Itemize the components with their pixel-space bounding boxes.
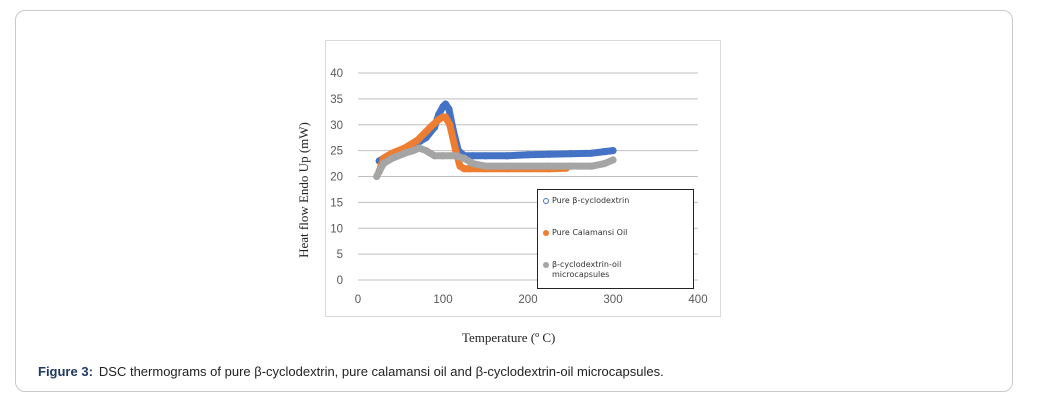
data-point-2 xyxy=(409,147,417,155)
data-point-0 xyxy=(503,152,511,160)
x-tick-label: 300 xyxy=(603,294,622,306)
data-point-0 xyxy=(545,150,553,158)
data-point-0 xyxy=(566,150,575,158)
data-point-2 xyxy=(388,154,396,162)
x-tick-label: 0 xyxy=(355,294,361,306)
y-tick-label: 40 xyxy=(330,68,343,80)
legend-label-beta-cyclodextrin: Pure β-cyclodextrin xyxy=(552,196,630,205)
y-axis-label: Heat flow Endo Up (mW) xyxy=(296,122,311,258)
data-point-2 xyxy=(439,152,447,160)
data-point-0 xyxy=(524,151,532,159)
data-point-1 xyxy=(446,121,454,129)
legend-item-beta-cyclodextrin: Pure β-cyclodextrin xyxy=(543,196,629,206)
x-tick-label: 100 xyxy=(433,294,452,306)
data-point-2 xyxy=(600,159,609,168)
y-tick-label: 10 xyxy=(330,223,343,235)
data-point-0 xyxy=(588,149,596,157)
data-point-0 xyxy=(609,147,617,155)
data-point-2 xyxy=(566,162,575,170)
y-tick-label: 5 xyxy=(337,249,343,261)
data-point-2 xyxy=(481,162,490,170)
x-axis-label: Temperature (º C) xyxy=(462,330,556,345)
data-point-2 xyxy=(503,162,511,170)
data-point-1 xyxy=(441,113,450,121)
x-tick-label: 200 xyxy=(518,294,537,306)
data-point-2 xyxy=(524,162,532,170)
data-point-2 xyxy=(452,152,460,160)
legend-label-calamansi-oil: Pure Calamansi Oil xyxy=(552,228,628,237)
y-tick-label: 30 xyxy=(330,120,343,132)
y-tick-label: 35 xyxy=(330,94,343,106)
data-point-2 xyxy=(422,147,430,155)
data-point-2 xyxy=(545,162,553,170)
data-point-1 xyxy=(413,136,422,144)
y-tick-label: 25 xyxy=(330,146,343,158)
data-point-0 xyxy=(600,148,609,156)
data-point-2 xyxy=(375,167,383,175)
y-tick-label: 15 xyxy=(330,197,343,209)
y-tick-label: 20 xyxy=(330,172,343,184)
data-point-0 xyxy=(481,152,490,160)
data-point-2 xyxy=(415,144,423,152)
legend-item-calamansi-oil: Pure Calamansi Oil xyxy=(543,228,627,238)
data-point-1 xyxy=(464,165,473,173)
data-point-2 xyxy=(460,154,468,162)
figure-frame xyxy=(15,10,1013,392)
data-point-2 xyxy=(609,156,617,164)
series-group xyxy=(373,100,617,181)
data-point-2 xyxy=(401,149,409,157)
data-point-0 xyxy=(445,105,453,113)
legend-marker-beta-cyclodextrin xyxy=(543,198,549,204)
data-point-2 xyxy=(430,152,439,160)
x-tick-labels: 0 100 200 300 400 xyxy=(355,294,708,306)
data-point-1 xyxy=(426,123,434,131)
legend-marker-calamansi-oil xyxy=(543,230,549,236)
x-tick-label: 400 xyxy=(688,294,707,306)
legend-label-microcapsules: β-cyclodextrin-oil microcapsules xyxy=(552,260,622,279)
legend: Pure β-cyclodextrin Pure Calamansi Oil β… xyxy=(537,189,694,289)
legend-marker-microcapsules xyxy=(543,262,549,268)
caption-text: DSC thermograms of pure β-cyclodextrin, … xyxy=(98,364,664,379)
figure-caption: Figure 3: DSC thermograms of pure β-cyclo… xyxy=(38,364,664,379)
data-point-2 xyxy=(469,159,477,168)
y-tick-labels: 0 5 10 15 20 25 30 35 40 xyxy=(330,68,343,287)
legend-item-microcapsules: β-cyclodextrin-oil microcapsules xyxy=(543,260,663,280)
data-point-0 xyxy=(441,100,450,108)
y-tick-label: 0 xyxy=(337,275,343,287)
data-point-2 xyxy=(588,162,596,170)
data-point-0 xyxy=(469,152,477,160)
caption-label: Figure 3: xyxy=(38,364,93,379)
data-point-2 xyxy=(379,159,388,168)
